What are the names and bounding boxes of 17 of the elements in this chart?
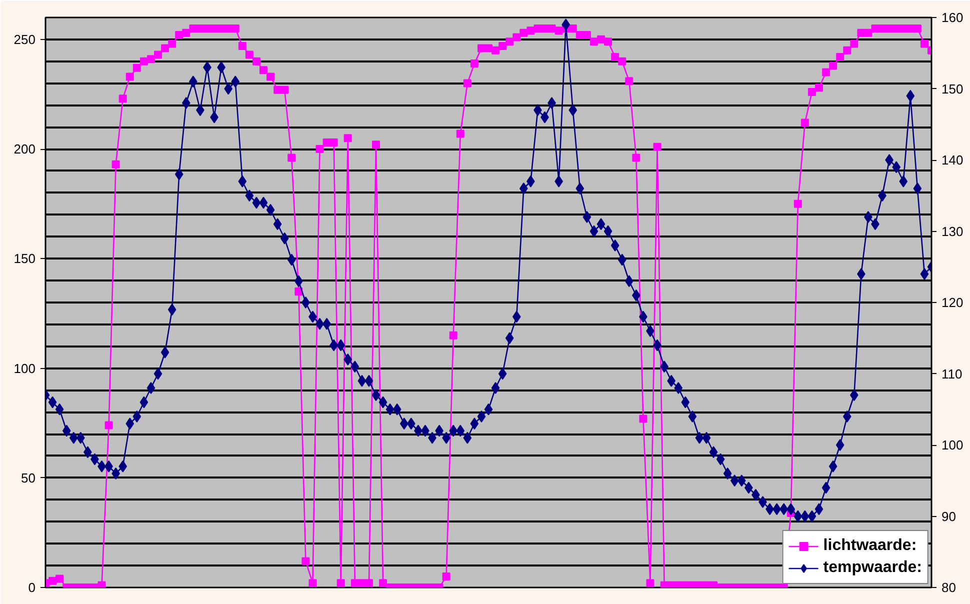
y2-tick-label: 90: [942, 508, 956, 524]
y-tick-label: 100: [14, 360, 36, 376]
y-tick-label: 50: [21, 470, 36, 486]
y2-tick-label: 110: [942, 366, 962, 382]
y2-tick-label: 150: [942, 81, 964, 96]
y2-tick-label: 160: [942, 10, 964, 25]
y-tick-label: 150: [14, 251, 36, 266]
y2-tick-label: 140: [942, 152, 964, 168]
legend-label: tempwaarde:: [823, 559, 922, 577]
y-tick-label: 200: [14, 142, 36, 157]
y2-tick-label: 80: [942, 580, 956, 595]
y-tick-label: 0: [28, 580, 36, 595]
y-tick-label: 250: [14, 32, 36, 47]
y2-tick-label: 100: [942, 438, 964, 452]
y2-tick-label: 120: [942, 295, 964, 310]
y2-tick-label: 130: [942, 224, 964, 239]
legend-label: lichtwaarde:: [823, 537, 917, 555]
